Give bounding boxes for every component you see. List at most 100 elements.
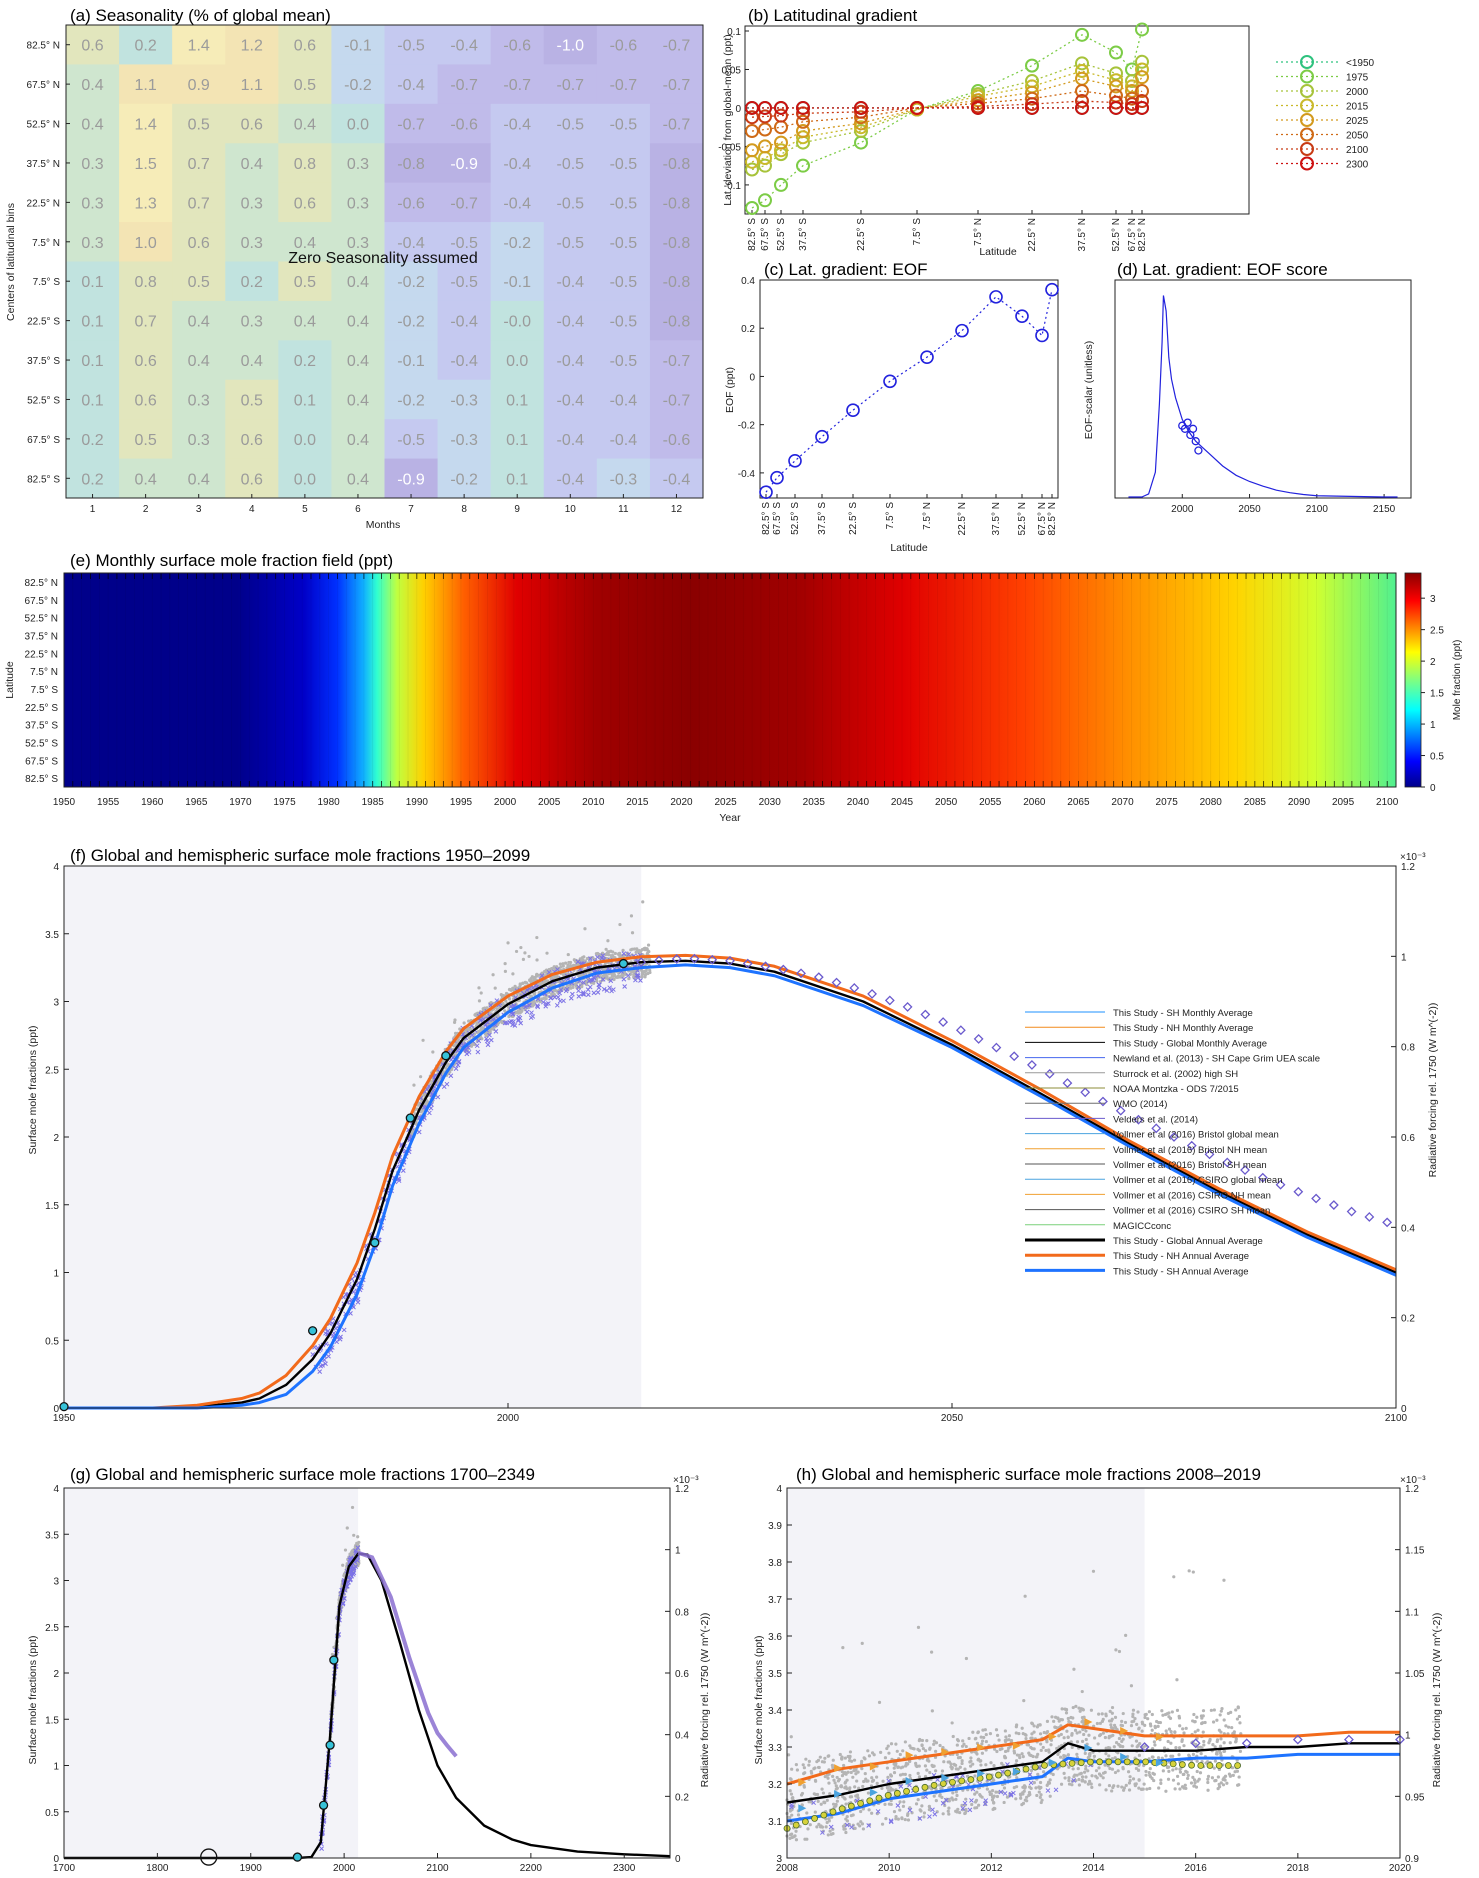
- obs-point: [1237, 1706, 1240, 1709]
- obs-point: [992, 1764, 995, 1767]
- x-tick-label: 5: [302, 504, 308, 515]
- obs-point: [1215, 1752, 1218, 1755]
- obs-point: [1167, 1740, 1170, 1743]
- obs-point: [1229, 1711, 1232, 1714]
- x-tick-label: 1960: [141, 797, 164, 808]
- obs-point: [1087, 1783, 1090, 1786]
- obs-point: [569, 961, 572, 964]
- obs-point: [862, 1780, 865, 1783]
- obs-point: [995, 1728, 998, 1731]
- obs-point: [1192, 1713, 1195, 1716]
- y-tick-label: 67.5° S: [27, 435, 60, 446]
- panel-f-ylabel: Surface mole fractions (ppt): [27, 1026, 39, 1155]
- obs-point: [1024, 1737, 1027, 1740]
- obs-point: [1120, 1720, 1123, 1723]
- velders-marker: [992, 1044, 1000, 1052]
- obs-point: [1209, 1738, 1212, 1741]
- velders-marker: [1081, 1088, 1089, 1096]
- obs-point: [803, 1766, 806, 1769]
- eof-marker: [1036, 329, 1048, 341]
- y-tick-label: 37.5° S: [27, 356, 60, 367]
- y-tick-label: 1.5: [45, 1715, 59, 1726]
- obs-point: [1144, 1774, 1147, 1777]
- obs-point: [826, 1799, 829, 1802]
- obs-point: [1047, 1748, 1050, 1751]
- obs-point: [813, 1766, 816, 1769]
- panel-d-title: (d) Lat. gradient: EOF score: [1117, 260, 1328, 279]
- obs-point: [1169, 1742, 1172, 1745]
- x-tick-label: 6: [355, 504, 361, 515]
- obs-point: [1210, 1709, 1213, 1712]
- heatmap-cell-label: -0.2: [344, 77, 372, 94]
- obs-point: [1181, 1785, 1184, 1788]
- obs-point: [453, 1021, 456, 1024]
- heatmap-cell-label: -0.2: [397, 274, 425, 291]
- obs-point: [1078, 1772, 1081, 1775]
- x-tick-label: 1985: [362, 797, 385, 808]
- obs-point: [1178, 1724, 1181, 1727]
- heatmap-cell-label: 1.4: [135, 117, 157, 134]
- obs-point: [1184, 1770, 1187, 1773]
- obs-point: [1133, 1717, 1136, 1720]
- obs-point: [844, 1756, 847, 1759]
- x-tick-label: 82.5° N: [1047, 502, 1058, 535]
- x-tick-label: 2045: [891, 797, 914, 808]
- obs-point: [605, 975, 608, 978]
- obs-point: [1031, 1747, 1034, 1750]
- obs-point: [1129, 1779, 1132, 1782]
- obs-point: [1097, 1713, 1100, 1716]
- obs-point: [507, 1015, 510, 1018]
- obs-point: [1109, 1710, 1112, 1713]
- heatmap-cell-label: -0.0: [503, 314, 531, 331]
- obs-point: [1145, 1713, 1148, 1716]
- obs-point: [1004, 1735, 1007, 1738]
- obs-point: [1169, 1755, 1172, 1758]
- heatmap-cell-label: -0.7: [663, 353, 691, 370]
- obs-point: [1127, 1770, 1130, 1773]
- cbar-tick-label: 2: [1430, 657, 1436, 668]
- y-tick-label: 37.5° S: [25, 721, 58, 732]
- obs-point: [916, 1748, 919, 1751]
- obs-point: [1172, 1575, 1175, 1578]
- obs-point: [1020, 1752, 1023, 1755]
- x-tick-label: 82.5° S: [747, 218, 758, 251]
- obs-point: [352, 1534, 355, 1537]
- obs-point: [1004, 1729, 1007, 1732]
- obs-point: [1081, 1775, 1084, 1778]
- eof-marker: [956, 325, 968, 337]
- obs-point: [1118, 1650, 1121, 1653]
- obs-point: [1234, 1708, 1237, 1711]
- series-marker: [759, 152, 771, 164]
- obs-point: [1194, 1720, 1197, 1723]
- obs-point: [1095, 1769, 1098, 1772]
- obs-point: [1202, 1740, 1205, 1743]
- obs-point: [1053, 1725, 1056, 1728]
- heatmap-cell-label: 0.9: [188, 77, 210, 94]
- panel-d-ylabel: EOF-scalar (unitless): [1083, 341, 1095, 440]
- heatmap-cell-label: 0.1: [81, 314, 103, 331]
- obs-point: [846, 1819, 849, 1822]
- obs-point: [1206, 1778, 1209, 1781]
- x-tick-label: 2100: [426, 1863, 449, 1873]
- obs-point: [1057, 1734, 1060, 1737]
- obs-point: [974, 1800, 977, 1803]
- obs-point: [1175, 1678, 1178, 1681]
- obs-point: [1157, 1786, 1160, 1789]
- y-tick-label: 0.5: [45, 1808, 59, 1819]
- obs-point: [1015, 1723, 1018, 1726]
- obs-point: [1098, 1772, 1101, 1775]
- obs-point: [419, 1075, 422, 1078]
- obs-point: [1042, 1746, 1045, 1749]
- obs-point: [606, 939, 609, 942]
- panel-c-frame: [760, 280, 1058, 498]
- x-tick-label: 10: [565, 504, 577, 515]
- x-tick-label: 2100: [1306, 504, 1329, 515]
- velders-marker: [1330, 1201, 1338, 1209]
- y2-tick-label: 0.2: [1401, 1314, 1415, 1325]
- obs-point: [1135, 1740, 1138, 1743]
- y2-tick-label: 1: [1401, 952, 1407, 963]
- obs-point: [1107, 1746, 1110, 1749]
- obs-point: [1039, 1742, 1042, 1745]
- heatmap-cell-label: -0.5: [557, 156, 585, 173]
